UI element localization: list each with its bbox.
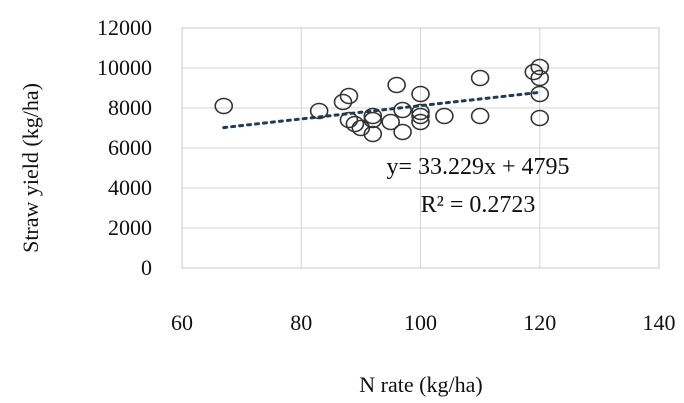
plot-area	[181, 27, 660, 269]
data-point-15	[411, 103, 430, 121]
data-point-19	[470, 69, 490, 87]
y-tick-label: 4000	[108, 175, 152, 200]
x-tick-label: 80	[290, 310, 312, 335]
y-tick-label: 6000	[108, 135, 152, 160]
y-tick-label: 0	[141, 255, 152, 280]
data-points	[214, 58, 550, 143]
data-point-5	[345, 115, 365, 133]
x-tick-label: 120	[523, 310, 556, 335]
data-point-3	[339, 87, 359, 105]
grid	[181, 27, 660, 269]
data-point-0	[214, 97, 234, 115]
data-point-2	[333, 93, 353, 111]
y-axis: 0 2000 4000 6000 8000 10000 12000	[97, 15, 152, 280]
x-tick-label: 140	[643, 310, 676, 335]
x-axis: 60 80 100 120 140	[171, 310, 676, 335]
data-point-18	[435, 107, 454, 125]
data-point-24	[530, 85, 550, 103]
y-tick-label: 12000	[97, 15, 152, 40]
data-point-4	[339, 111, 359, 129]
data-point-20	[470, 107, 490, 125]
x-tick-label: 100	[404, 310, 437, 335]
trendline	[222, 90, 542, 130]
data-point-7	[363, 107, 383, 125]
y-axis-title: Straw yield (kg/ha)	[18, 83, 43, 253]
y-tick-label: 2000	[108, 215, 152, 240]
data-point-1	[309, 102, 329, 120]
data-point-6	[351, 119, 371, 137]
data-point-10	[381, 113, 400, 131]
trendline-equation: y= 33.229x + 4795	[386, 154, 569, 180]
data-point-16	[411, 107, 430, 125]
data-point-25	[530, 109, 550, 127]
data-point-22	[530, 58, 550, 76]
data-point-9	[363, 125, 383, 143]
data-point-13	[393, 123, 412, 141]
data-point-21	[524, 63, 544, 81]
data-point-14	[411, 85, 430, 103]
x-axis-title: N rate (kg/ha)	[359, 372, 482, 397]
data-point-12	[393, 101, 412, 119]
data-point-17	[411, 113, 430, 131]
data-point-8	[363, 111, 383, 129]
data-point-11	[387, 76, 406, 94]
y-tick-label: 8000	[108, 95, 152, 120]
y-tick-label: 10000	[97, 55, 152, 80]
x-tick-label: 60	[171, 310, 193, 335]
data-point-23	[530, 69, 550, 87]
r-squared-label: R² = 0.2723	[421, 192, 536, 218]
